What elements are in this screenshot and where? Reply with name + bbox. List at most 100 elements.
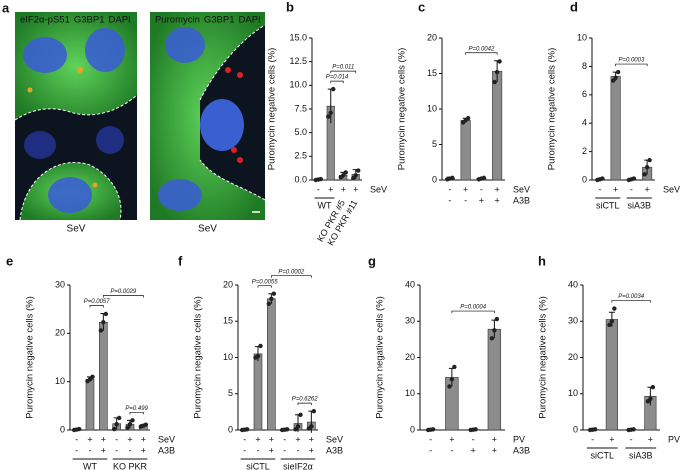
replicate-point [447, 384, 452, 389]
p-value: P=0.0003 [618, 58, 645, 64]
replicate-point [127, 422, 133, 427]
significance-bracket [129, 411, 144, 415]
replicate-point [648, 396, 653, 402]
replicate-point [318, 176, 323, 182]
condition-mark: + [141, 445, 146, 455]
replicate-point [298, 412, 303, 417]
panel-letter: e [6, 253, 13, 268]
condition-mark: + [127, 434, 132, 444]
condition-mark: + [269, 434, 274, 444]
replicate-point [356, 168, 361, 173]
replicate-point [311, 408, 317, 414]
y-tick-label: 15.0 [289, 32, 307, 42]
condition-mark: + [353, 184, 358, 194]
group-label: siCTL [246, 461, 270, 470]
group-label: sieIF2α [283, 461, 313, 470]
y-tick-label: 2 [582, 146, 587, 156]
replicate-point [644, 165, 650, 170]
bar [605, 319, 618, 431]
replicate-point [609, 319, 615, 324]
p-value: P=0.0034 [618, 294, 645, 300]
y-tick-label: 12.5 [289, 56, 307, 66]
bar [487, 328, 502, 431]
bar [85, 378, 95, 431]
panel-letter: f [178, 253, 183, 268]
panel-letter: d [570, 0, 578, 14]
significance-bracket [465, 52, 498, 55]
significance-bracket [102, 295, 144, 298]
replicate-point [271, 291, 277, 296]
p-value: P=0.6262 [292, 397, 319, 403]
replicate-point [90, 374, 95, 380]
y-tick-label: 15 [223, 316, 233, 326]
significance-bracket [89, 305, 104, 308]
replicate-point [592, 427, 598, 432]
p-value: P=0.0055 [252, 279, 279, 285]
significance-bracket [257, 285, 272, 288]
y-tick-label: 8 [582, 61, 587, 71]
micrograph-left [14, 12, 138, 221]
condition-mark: + [613, 184, 618, 194]
condition-mark: - [283, 445, 286, 455]
condition-mark: - [317, 184, 320, 194]
p-value: P=0.0029 [110, 289, 137, 295]
condition-label: A3B [158, 445, 175, 455]
replicate-point [343, 170, 348, 175]
replicate-point [465, 116, 471, 121]
replicate-point [353, 173, 358, 178]
replicate-point [116, 415, 122, 421]
condition-mark: + [449, 434, 454, 444]
condition-mark: - [257, 445, 260, 455]
y-tick-label: 0 [573, 424, 578, 434]
condition-mark: + [295, 434, 300, 444]
y-tick-label: 10 [223, 352, 233, 362]
y-tick-label: 40 [568, 279, 578, 289]
replicate-point [642, 172, 647, 177]
significance-bracket [270, 275, 312, 278]
replicate-point [98, 328, 104, 333]
replicate-point [76, 426, 82, 432]
condition-mark: - [630, 434, 633, 444]
y-tick-label: 2.5 [294, 151, 307, 161]
condition-mark: - [75, 445, 78, 455]
y-tick-label: 10 [55, 376, 65, 386]
condition-label: PV [513, 434, 525, 444]
group-label: siA3B [627, 200, 651, 210]
significance-bracket [611, 300, 651, 303]
y-tick-label: 20 [223, 279, 233, 289]
condition-label: A3B [513, 445, 530, 455]
y-tick-label: 10 [405, 388, 415, 398]
replicate-point [492, 328, 497, 333]
y-axis-label: Puromycin negative cells (%) [375, 296, 386, 419]
y-tick-label: 10 [577, 32, 587, 42]
y-tick-label: 20 [427, 32, 437, 42]
replicate-point [481, 175, 487, 181]
replicate-point [612, 306, 617, 311]
y-tick-label: 0 [410, 424, 415, 434]
y-tick-label: 5 [432, 139, 437, 149]
replicate-point [607, 322, 612, 328]
replicate-point [130, 418, 135, 423]
bar [99, 321, 108, 431]
significance-bracket [297, 402, 312, 406]
image-caption: SeV [198, 224, 217, 235]
condition-mark: + [141, 434, 146, 444]
condition-mark: - [630, 184, 633, 194]
replicate-point [326, 114, 331, 119]
bar [460, 120, 471, 181]
condition-mark: + [101, 434, 106, 444]
y-tick-label: 10 [427, 103, 437, 113]
condition-mark: - [115, 434, 118, 444]
condition-mark: - [429, 445, 432, 455]
replicate-point [266, 301, 272, 307]
replicate-point [114, 422, 119, 427]
group-label: siCTL [590, 450, 614, 460]
condition-mark: - [480, 184, 483, 194]
condition-mark: - [297, 445, 300, 455]
condition-mark: - [243, 445, 246, 455]
y-axis-label: Puromycin negative cells (%) [397, 48, 408, 171]
panel-letter: a [2, 0, 10, 15]
y-tick-label: 15 [427, 68, 437, 78]
stain-label: eIF2α-pS51 [20, 15, 70, 26]
p-value: P=0.0004 [460, 305, 487, 311]
